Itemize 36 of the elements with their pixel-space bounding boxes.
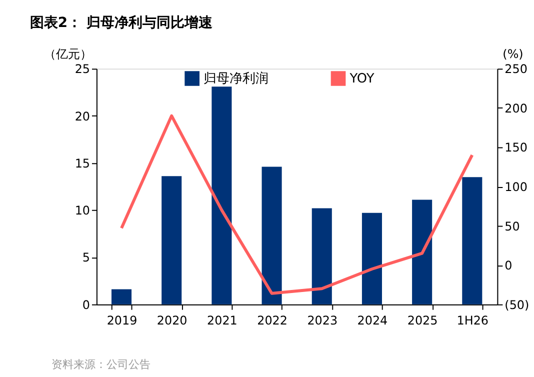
y2-tick-label: 150 <box>504 140 528 155</box>
legend-label: 归母净利润 <box>204 71 269 86</box>
y-tick-label: 25 <box>74 62 90 76</box>
text: 资料来源：公司公告 <box>52 358 151 371</box>
y2-tick-label: 200 <box>504 101 528 116</box>
x-tick-label: 2020 <box>156 314 188 328</box>
y2-axis-title: (%) <box>502 47 524 62</box>
y-axis-title: （亿元） <box>44 47 92 62</box>
y-tick-label: 5 <box>82 250 90 265</box>
bar <box>212 86 232 304</box>
y-tick-label: 0 <box>82 298 90 312</box>
y-tick-label: 10 <box>74 204 90 218</box>
bar <box>412 200 432 304</box>
y2-tick-label: 50 <box>504 219 520 234</box>
legend-label: YOY <box>348 71 374 86</box>
chart-title: 图表2： 归母净利与同比增速 <box>30 14 214 31</box>
x-tick-label: 2019 <box>106 314 138 328</box>
bar <box>462 177 482 304</box>
bar <box>362 212 382 304</box>
x-tick-label: 2023 <box>307 314 338 328</box>
bar <box>111 289 132 304</box>
x-tick-label: 1H26 <box>456 314 489 328</box>
y2-tick-label: 100 <box>504 180 528 194</box>
bar <box>262 166 282 304</box>
bar <box>312 208 332 304</box>
y2-tick-label: 0 <box>504 258 512 273</box>
bar <box>162 176 182 304</box>
y2-tick-label: (50) <box>504 298 530 312</box>
line-series <box>120 114 474 295</box>
x-tick-label: 2025 <box>407 314 438 328</box>
y-tick-label: 20 <box>74 109 90 124</box>
y2-tick-label: 250 <box>504 62 528 76</box>
y-tick-label: 15 <box>74 156 90 170</box>
x-tick-label: 2021 <box>207 314 238 328</box>
x-tick-label: 2022 <box>257 314 288 328</box>
x-tick-label: 2024 <box>357 314 388 328</box>
